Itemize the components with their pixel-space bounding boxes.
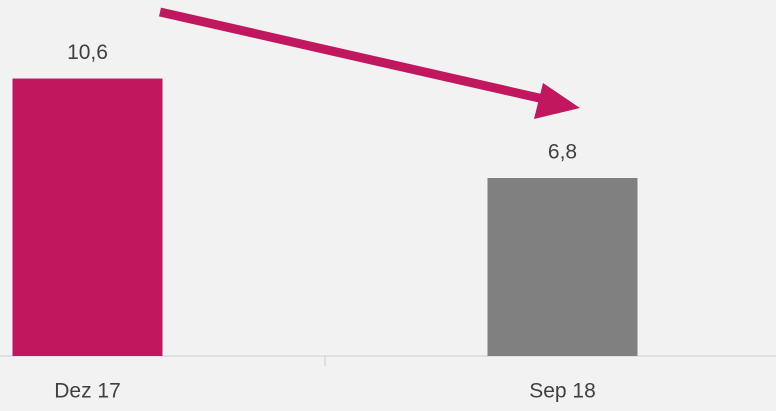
x-tick-label: Sep 18 xyxy=(529,380,596,403)
value-label: 6,8 xyxy=(548,141,577,164)
trend-arrow xyxy=(159,7,580,119)
bar xyxy=(487,178,638,356)
x-tick-label: Dez 17 xyxy=(54,380,121,403)
value-label: 10,6 xyxy=(67,41,108,64)
bar xyxy=(12,78,163,356)
